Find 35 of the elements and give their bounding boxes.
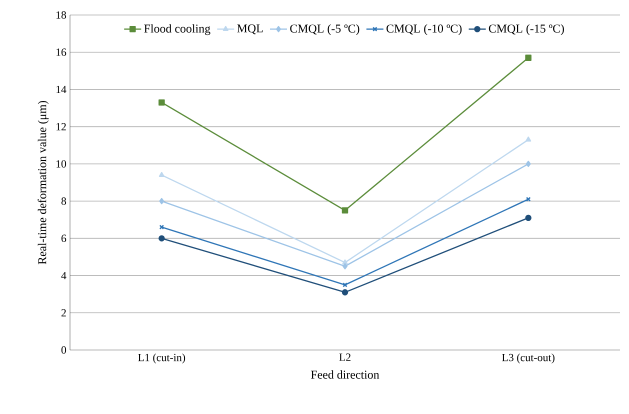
point [342,259,348,264]
x-axis-title: Feed direction [310,370,380,379]
y-tick-label: 4 [61,272,66,280]
y-tick-label: 10 [56,160,66,168]
legend-label: CMQL (-10 ºC) [386,24,462,36]
legend-label: CMQL (-15 ºC) [488,24,564,36]
point [525,54,532,61]
point [526,196,531,202]
point [158,235,165,242]
x-tick-label: L1 (cut-in) [138,354,186,364]
y-tick-label: 8 [61,197,66,205]
point [526,160,531,168]
point [526,136,532,142]
y-tick-label: 14 [56,86,66,94]
y-tick-label: 16 [56,48,66,56]
y-axis-title: Real-time deformation value (μm) [38,100,49,264]
y-tick-label: 6 [61,234,66,242]
x-tick-label: L2 [339,354,350,361]
point [158,99,165,106]
legend-label: Flood cooling [144,24,210,36]
point [159,198,164,204]
y-tick-label: 18 [56,11,66,19]
point [525,214,532,221]
point [342,289,348,296]
y-tick-label: 12 [56,123,66,130]
point [342,282,348,288]
point [159,224,164,230]
point [158,172,164,177]
legend-label: MQL [237,24,263,34]
legend-label: CMQL (-5 ºC) [290,24,360,36]
x-tick-label: L3 (cut-out) [502,354,554,364]
y-tick-label: 0 [61,346,66,354]
point [342,263,348,270]
y-tick-label: 2 [61,309,66,316]
point [342,207,348,214]
